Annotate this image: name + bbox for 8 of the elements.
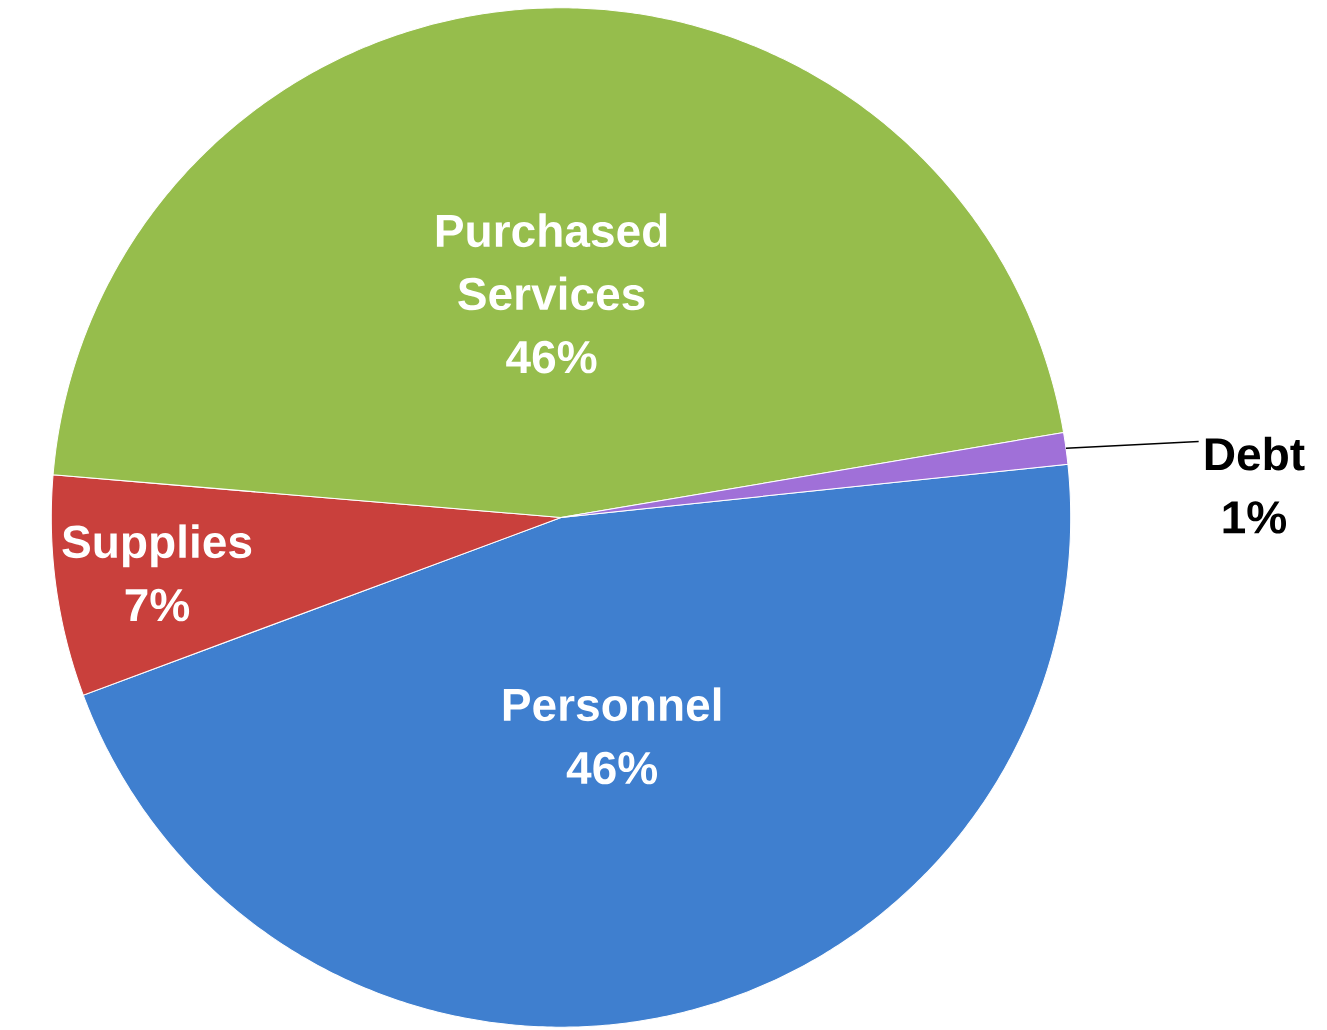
- slice-label: Debt: [1205, 436, 1305, 471]
- slice-label: Personnel: [503, 687, 721, 722]
- data-label: 46%: [566, 751, 658, 785]
- slice-label: Purchased Services: [436, 213, 667, 311]
- data-label: 46%: [506, 340, 597, 374]
- data-label: 1%: [1223, 501, 1287, 534]
- data-label: 7%: [125, 588, 190, 622]
- slice-label: Supplies: [62, 524, 252, 568]
